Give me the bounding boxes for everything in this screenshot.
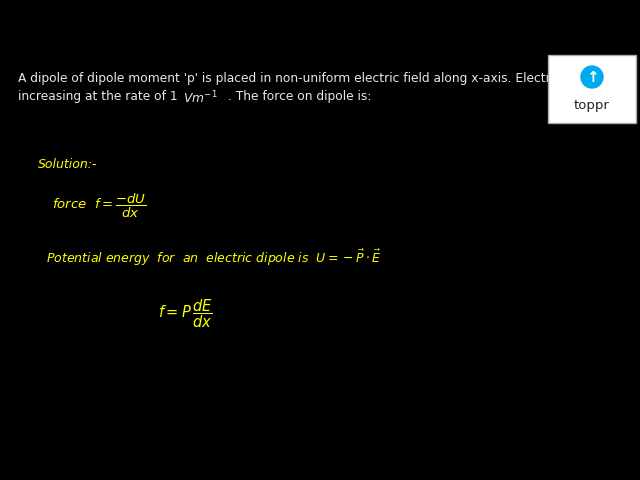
Text: A dipole of dipole moment 'p' is placed in non-uniform electric field along x-ax: A dipole of dipole moment 'p' is placed … [18, 72, 605, 85]
Text: $Vm^{-1}$: $Vm^{-1}$ [183, 90, 218, 107]
Text: increasing at the rate of 1: increasing at the rate of 1 [18, 90, 182, 103]
Text: . The force on dipole is:: . The force on dipole is: [228, 90, 371, 103]
Text: ↑: ↑ [586, 71, 598, 85]
Text: Potential energy  for  an  electric dipole is  $U = -\vec{P}\cdot\vec{E}$: Potential energy for an electric dipole … [46, 248, 382, 268]
Circle shape [581, 66, 603, 88]
Text: force  $f = \dfrac{-dU}{dx}$: force $f = \dfrac{-dU}{dx}$ [52, 192, 146, 220]
Text: toppr: toppr [574, 98, 610, 111]
FancyBboxPatch shape [548, 55, 636, 123]
Text: $f = P\,\dfrac{dE}{dx}$: $f = P\,\dfrac{dE}{dx}$ [158, 297, 213, 330]
Text: Solution:-: Solution:- [38, 158, 97, 171]
